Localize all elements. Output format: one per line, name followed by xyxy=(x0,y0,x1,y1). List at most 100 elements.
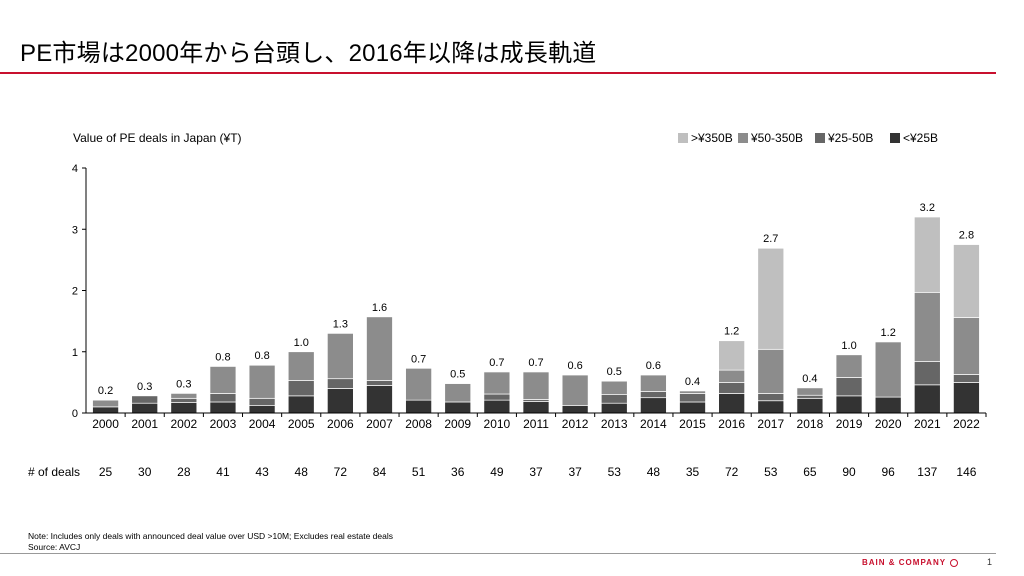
bar-segment xyxy=(953,317,980,375)
bar-segment xyxy=(209,393,237,403)
brand-name: BAIN & COMPANY xyxy=(862,558,947,567)
bar-segment xyxy=(248,397,276,406)
x-tick-label: 2016 xyxy=(718,417,745,431)
bar-segment xyxy=(248,405,276,414)
y-tick-label: 4 xyxy=(72,163,78,175)
bar-total-label: 2.8 xyxy=(959,230,974,242)
bar-segment xyxy=(874,341,902,398)
y-tick-label: 0 xyxy=(72,408,78,420)
bar-segment xyxy=(718,369,746,383)
bar-segment xyxy=(679,393,706,403)
deals-count: 37 xyxy=(568,465,582,479)
deals-row: 25 30 28 41 43 48 72 84 51 36 49 37 37 53 48 35 72 53 65 90… xyxy=(99,465,977,479)
x-tick-label: 2002 xyxy=(170,417,197,431)
chart-legend: >¥350B ¥50-350B ¥25-50B <¥25B xyxy=(678,131,938,145)
legend-label: <¥25B xyxy=(903,131,938,145)
bar-segment xyxy=(405,399,432,414)
x-tick-label: 2000 xyxy=(92,417,119,431)
bar-segment xyxy=(718,393,746,414)
y-tick-label: 3 xyxy=(72,224,78,236)
bar-segment xyxy=(953,244,980,318)
x-tick-label: 2013 xyxy=(601,417,628,431)
x-tick-label: 2020 xyxy=(875,417,902,431)
bar-total-label: 1.6 xyxy=(372,302,387,314)
x-tick-label: 2019 xyxy=(836,417,863,431)
bar-total-label: 0.7 xyxy=(411,353,426,365)
bar-segment xyxy=(679,390,706,394)
bar-total-label: 3.2 xyxy=(920,202,935,214)
legend-swatch xyxy=(678,133,688,143)
x-tick-label: 2001 xyxy=(131,417,158,431)
bar-segment xyxy=(757,400,785,414)
bar-segment xyxy=(757,393,785,402)
x-tick-label: 2005 xyxy=(288,417,315,431)
x-tick-label: 2014 xyxy=(640,417,667,431)
bar-segment xyxy=(326,378,354,389)
bar-total-label: 1.0 xyxy=(294,337,309,349)
x-tick-label: 2004 xyxy=(249,417,276,431)
brand-mark-icon xyxy=(950,559,959,567)
bar-total-label: 0.2 xyxy=(98,385,113,397)
legend-label: ¥25-50B xyxy=(827,131,873,145)
bar-total-label: 0.6 xyxy=(646,360,661,372)
deals-count: 48 xyxy=(647,465,661,479)
deals-count: 43 xyxy=(255,465,269,479)
bar-total-label: 0.4 xyxy=(802,373,817,385)
bar-total-label: 0.5 xyxy=(607,366,622,378)
deals-count: 51 xyxy=(412,465,426,479)
x-tick-label: 2003 xyxy=(210,417,237,431)
bar-segment xyxy=(405,367,432,401)
bar-segment xyxy=(287,395,315,414)
bar-segment xyxy=(170,397,198,403)
bar-segment xyxy=(92,399,119,408)
page-title: PE市場は2000年から台頭し、2016年以降は成長軌道 xyxy=(20,40,597,67)
bar-segment xyxy=(366,385,393,414)
bar-series: 0.2 0.3 0.3 0.8 0.8 1.0 1.3 1.6 0.7 0.5 0.7 0.7 0.6 0… xyxy=(92,202,980,414)
page-number: 1 xyxy=(987,557,993,567)
bar-segment xyxy=(366,316,393,381)
bar-total-label: 0.5 xyxy=(450,369,465,381)
bar-segment xyxy=(640,391,667,399)
bar-segment xyxy=(209,366,237,394)
deals-count: 72 xyxy=(334,465,348,479)
bar-segment xyxy=(366,380,393,386)
bar-segment xyxy=(600,380,628,395)
bar-segment xyxy=(483,399,511,414)
x-tick-label: 2010 xyxy=(484,417,511,431)
bar-segment xyxy=(757,247,785,350)
bar-segment xyxy=(913,216,941,293)
bar-segment xyxy=(326,388,354,414)
bar-segment xyxy=(209,401,237,414)
bar-segment xyxy=(131,395,159,404)
x-axis: 2000 2001 2002 2003 2004 2005 2006 2007 2008 2009… xyxy=(86,412,987,431)
deals-count: 30 xyxy=(138,465,152,479)
bar-total-label: 0.7 xyxy=(489,357,504,369)
deals-count: 53 xyxy=(764,465,778,479)
deals-count: 84 xyxy=(373,465,387,479)
bar-segment xyxy=(600,394,628,404)
deals-count: 72 xyxy=(725,465,739,479)
x-tick-label: 2008 xyxy=(405,417,432,431)
deals-count: 49 xyxy=(490,465,504,479)
deals-count: 53 xyxy=(608,465,622,479)
bar-segment xyxy=(835,377,863,397)
deals-count: 25 xyxy=(99,465,113,479)
x-tick-label: 2021 xyxy=(914,417,941,431)
x-tick-label: 2018 xyxy=(797,417,824,431)
bar-segment xyxy=(718,382,746,394)
x-tick-label: 2012 xyxy=(562,417,589,431)
bar-total-label: 0.8 xyxy=(215,351,230,363)
bar-segment xyxy=(561,374,589,406)
bar-segment xyxy=(835,354,863,378)
bar-segment xyxy=(796,387,824,396)
bar-segment xyxy=(522,371,550,400)
deals-count: 137 xyxy=(917,465,937,479)
deals-count: 96 xyxy=(881,465,895,479)
bar-total-label: 1.2 xyxy=(881,327,896,339)
bar-total-label: 1.3 xyxy=(333,318,348,330)
bar-segment xyxy=(796,397,824,414)
legend-label: >¥350B xyxy=(691,131,733,145)
bar-segment xyxy=(561,405,589,414)
bar-segment xyxy=(483,393,511,401)
